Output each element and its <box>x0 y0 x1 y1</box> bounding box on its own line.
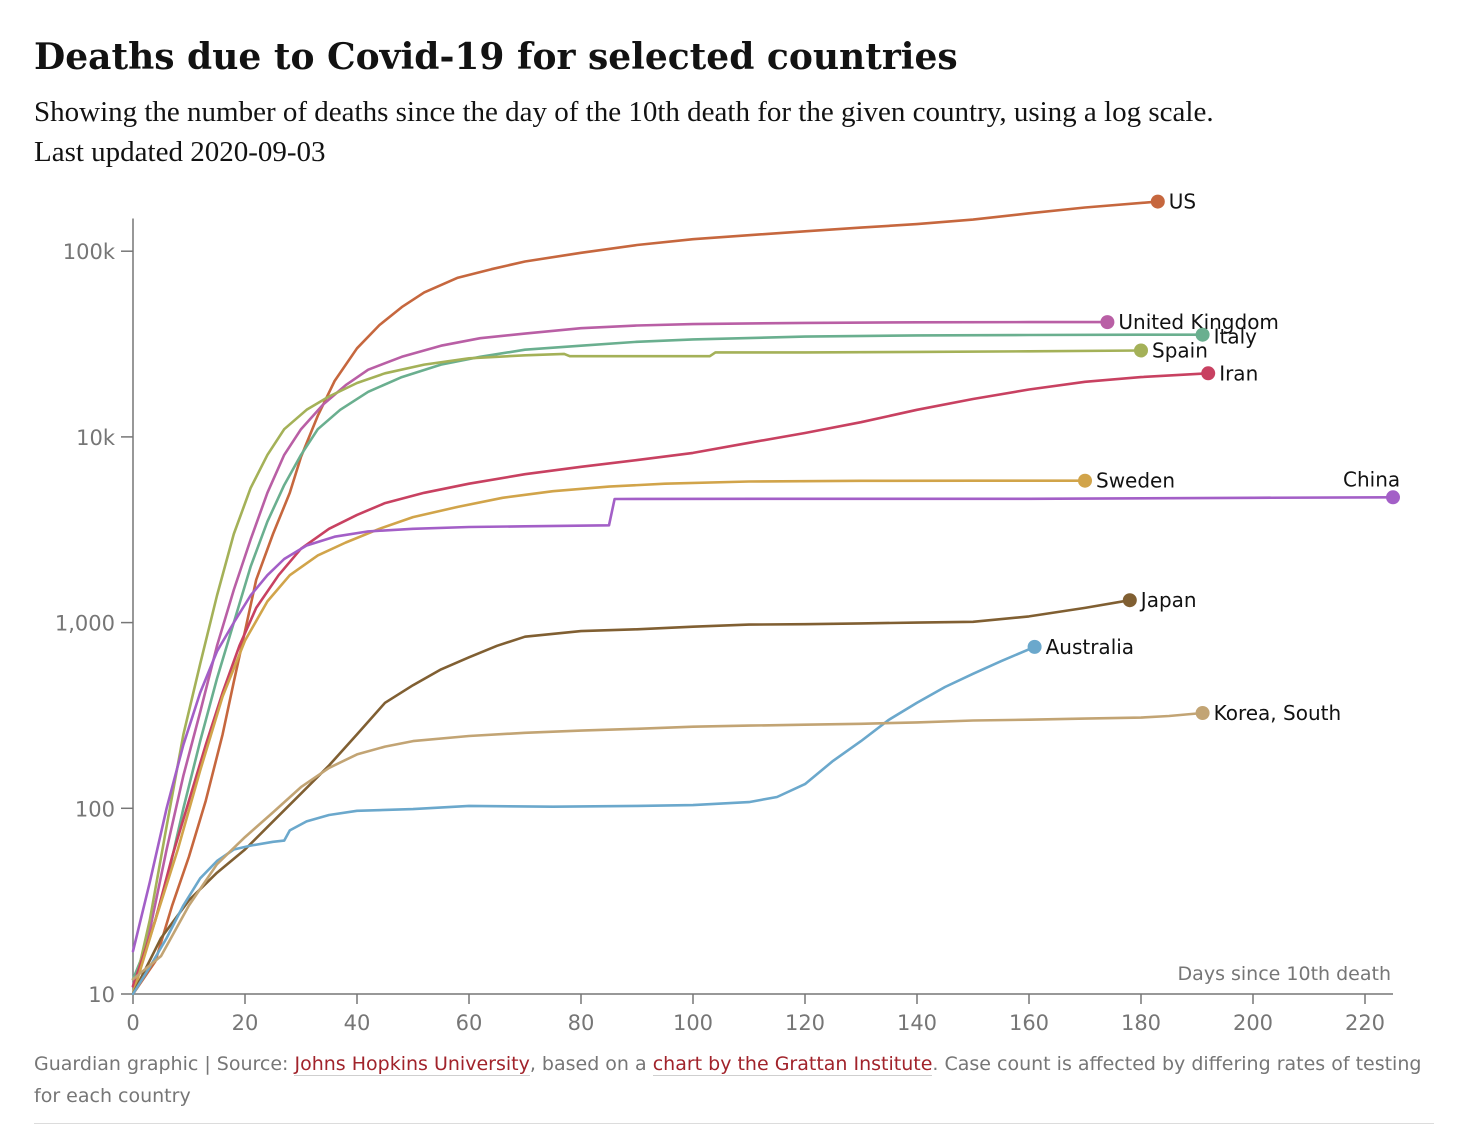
series-line-united-kingdom <box>131 320 1109 988</box>
end-marker-united-kingdom <box>1100 315 1115 330</box>
series-lines <box>131 200 1395 996</box>
x-tick-label: 100 <box>673 1011 713 1035</box>
x-tick-label: 120 <box>785 1011 825 1035</box>
series-line-australia <box>131 645 1036 996</box>
line-chart: 10 100 1,000 10k 100k 0 20 40 60 80 100 120 140 160 18… <box>55 190 1400 1035</box>
series-line-spain <box>131 349 1143 996</box>
x-tick-label: 140 <box>897 1011 937 1035</box>
x-tick-label: 60 <box>456 1011 483 1035</box>
y-tick-label: 1,000 <box>55 612 115 636</box>
series-line-japan <box>131 598 1132 996</box>
y-tick-label: 100 <box>75 797 115 821</box>
series-label-japan: Japan <box>1139 588 1197 612</box>
end-marker-italy <box>1195 327 1210 342</box>
x-tick-label: 220 <box>1345 1011 1385 1035</box>
series-label-sweden: Sweden <box>1096 469 1175 493</box>
end-marker-spain <box>1134 343 1148 358</box>
grattan-chart-link[interactable]: chart by the Grattan Institute <box>652 1053 933 1076</box>
x-tick-label: 0 <box>126 1011 139 1035</box>
end-marker-korea-south <box>1195 705 1210 720</box>
y-tick-label: 10 <box>88 983 115 1007</box>
end-marker-sweden <box>1078 473 1092 488</box>
axes: 10 100 1,000 10k 100k 0 20 40 60 80 100 120 140 160 18… <box>55 218 1393 1035</box>
x-tick-label: 40 <box>344 1011 371 1035</box>
end-marker-iran <box>1201 366 1216 381</box>
series-line-china <box>131 496 1395 953</box>
x-tick-label: 200 <box>1233 1011 1273 1035</box>
footer-middle: , based on a <box>529 1053 653 1075</box>
chart-subtitle: Showing the number of deaths since the d… <box>34 92 1434 172</box>
series-line-korea-south <box>131 711 1204 981</box>
x-tick-label: 180 <box>1121 1011 1161 1035</box>
end-marker-china <box>1386 490 1400 505</box>
chart-title: Deaths due to Covid-19 for selected coun… <box>34 36 958 78</box>
last-updated: Last updated 2020-09-03 <box>34 136 326 168</box>
x-tick-label: 160 <box>1009 1011 1049 1035</box>
footer-divider <box>34 1123 1434 1124</box>
series-label-us: US <box>1169 190 1196 214</box>
series-line-us <box>131 200 1160 996</box>
end-marker-australia <box>1027 639 1042 654</box>
series-label-iran: Iran <box>1219 361 1258 385</box>
series-line-sweden <box>131 479 1087 996</box>
source-link[interactable]: Johns Hopkins University <box>294 1053 530 1076</box>
x-tick-label: 80 <box>568 1011 595 1035</box>
series-label-china: China <box>1343 467 1400 491</box>
series-label-australia: Australia <box>1046 635 1134 659</box>
series-line-italy <box>131 333 1204 981</box>
footer-suffix: . Case count is affected by differing ra… <box>34 1053 1422 1107</box>
x-tick-label: 20 <box>232 1011 259 1035</box>
y-tick-label: 100k <box>63 240 116 264</box>
series-label-spain: Spain <box>1152 338 1208 362</box>
end-marker-us <box>1150 194 1165 209</box>
y-tick-label: 10k <box>76 426 116 450</box>
series-line-iran <box>131 372 1210 988</box>
end-marker-japan <box>1122 593 1137 608</box>
series-label-italy: Italy <box>1214 325 1258 349</box>
subtitle-description: Showing the number of deaths since the d… <box>34 96 1214 128</box>
x-axis-title: Days since 10th death <box>1178 963 1391 985</box>
footer-credit: Guardian graphic | Source: Johns Hopkins… <box>34 1048 1434 1112</box>
footer-prefix: Guardian graphic | Source: <box>34 1053 295 1075</box>
series-label-korea-south: Korea, South <box>1214 701 1342 725</box>
